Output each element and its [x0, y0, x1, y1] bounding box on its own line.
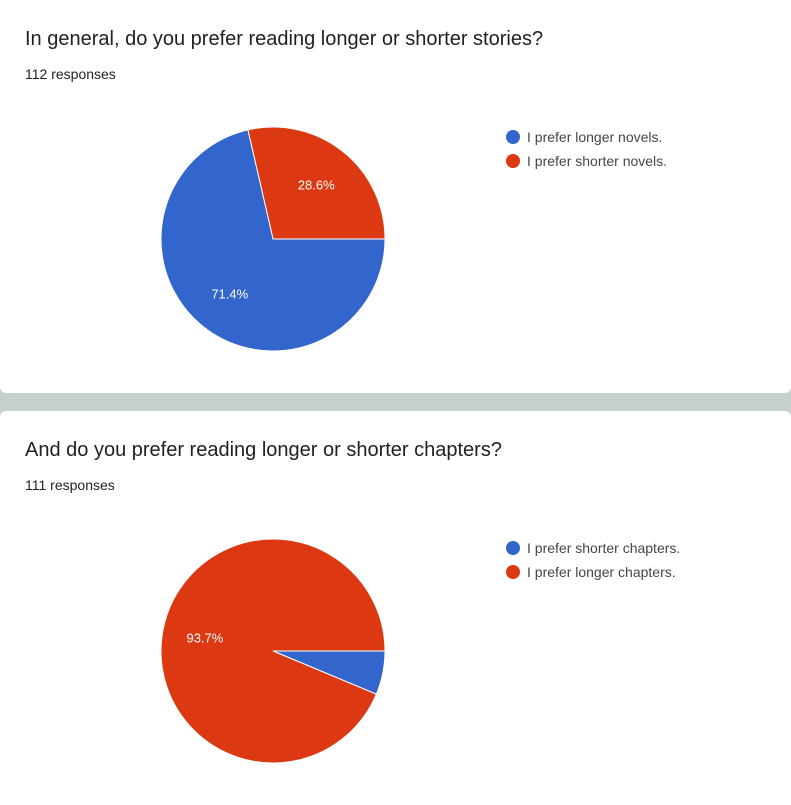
- pie-slice: [160, 129, 386, 352]
- legend-color-icon: [506, 565, 520, 579]
- legend-label: I prefer longer novels.: [527, 129, 663, 145]
- response-count: 111 responses: [25, 477, 115, 493]
- legend-color-icon: [506, 541, 520, 555]
- slice-percent-label: 28.6%: [298, 178, 335, 193]
- legend-item: I prefer longer chapters.: [506, 560, 680, 584]
- question-card-2: And do you prefer reading longer or shor…: [0, 411, 791, 805]
- legend-item: I prefer shorter novels.: [506, 149, 667, 173]
- legend-color-icon: [506, 130, 520, 144]
- response-count: 112 responses: [25, 66, 116, 82]
- legend-item: I prefer longer novels.: [506, 125, 667, 149]
- question-title: In general, do you prefer reading longer…: [25, 28, 544, 50]
- legend-item: I prefer shorter chapters.: [506, 536, 680, 560]
- slice-percent-label: 93.7%: [186, 630, 223, 645]
- legend-label: I prefer shorter novels.: [527, 153, 668, 169]
- pie-slice: [247, 126, 386, 240]
- question-title: And do you prefer reading longer or shor…: [25, 439, 502, 461]
- slice-percent-label: 71.4%: [211, 286, 248, 301]
- question-card-1: In general, do you prefer reading longer…: [0, 0, 791, 393]
- legend-label: I prefer shorter chapters.: [527, 540, 681, 556]
- legend-color-icon: [506, 154, 520, 168]
- pie-chart: 93.7%: [160, 538, 386, 764]
- pie-slice: [160, 538, 386, 764]
- chart-legend: I prefer longer novels. I prefer shorter…: [506, 125, 667, 173]
- chart-legend: I prefer shorter chapters. I prefer long…: [506, 536, 680, 584]
- legend-label: I prefer longer chapters.: [527, 564, 676, 580]
- pie-chart: 28.6% 71.4%: [160, 126, 386, 352]
